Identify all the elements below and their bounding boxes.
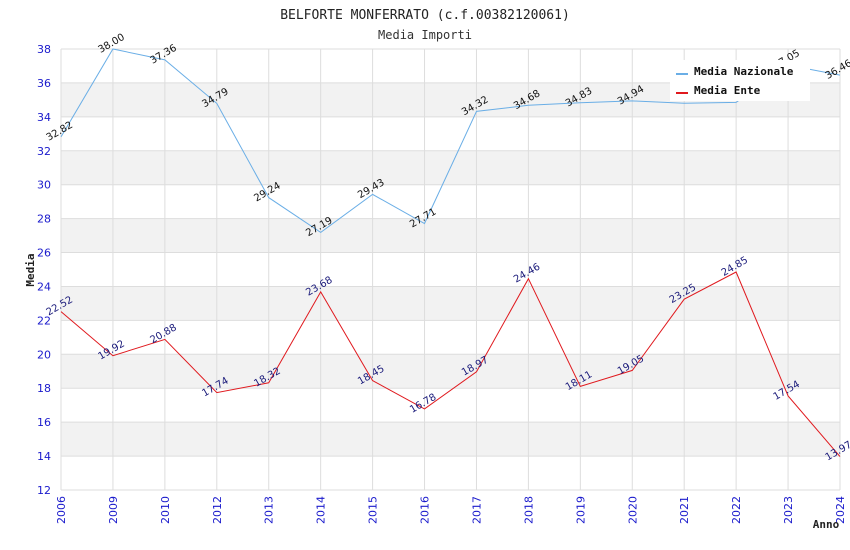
- x-axis-ticks: 2006 2009 2010 2012 2013 2014 2015 2016 2017 2018…: [55, 496, 847, 524]
- x-tick-label: 2010: [159, 496, 172, 524]
- y-tick-label: 32: [37, 145, 51, 158]
- x-tick-label: 2018: [522, 496, 535, 524]
- grid-band: [61, 456, 840, 490]
- y-tick-label: 38: [37, 43, 51, 56]
- grid-band: [61, 184, 840, 219]
- x-tick-label: 2006: [55, 496, 68, 524]
- y-tick-label: 14: [37, 450, 51, 463]
- y-tick-label: 26: [37, 247, 51, 260]
- x-tick-label: 2021: [678, 496, 691, 524]
- grid-band: [61, 252, 840, 287]
- y-tick-label: 28: [37, 213, 51, 226]
- x-tick-label: 2019: [574, 496, 587, 524]
- y-axis-label: Media: [24, 253, 37, 286]
- x-tick-label: 2024: [834, 496, 847, 524]
- x-tick-label: 2013: [263, 496, 276, 524]
- grid-band: [61, 388, 840, 423]
- legend-box: [670, 60, 810, 101]
- series-line-media-nazionale: [60, 48, 841, 234]
- x-tick-label: 2012: [211, 496, 224, 524]
- x-axis-label: Anno: [813, 518, 840, 531]
- legend-label: Media Ente: [694, 84, 761, 97]
- grid-band: [61, 354, 840, 389]
- y-tick-label: 34: [37, 111, 51, 124]
- x-tick-label: 2017: [470, 496, 483, 524]
- legend: Media Nazionale Media Ente: [670, 60, 810, 101]
- y-tick-label: 12: [37, 484, 51, 497]
- x-tick-label: 2015: [367, 496, 380, 524]
- x-tick-label: 2016: [419, 496, 432, 524]
- y-tick-label: 20: [37, 348, 51, 361]
- grid-band: [61, 286, 840, 321]
- y-axis-ticks: 12 14 16 18 20 22 24 26 28 30 32 34 36 38: [37, 43, 51, 497]
- grid-band: [61, 320, 840, 355]
- chart-title: BELFORTE MONFERRATO (c.f.00382120061): [280, 8, 570, 23]
- x-tick-label: 2022: [730, 496, 743, 524]
- x-tick-label: 2009: [107, 496, 120, 524]
- grid-band: [61, 116, 840, 151]
- chart-subtitle: Media Importi: [378, 28, 472, 42]
- y-tick-label: 36: [37, 77, 51, 90]
- series-line-media-ente: [60, 271, 841, 457]
- grid-band: [61, 218, 840, 253]
- y-tick-label: 18: [37, 382, 51, 395]
- x-tick-label: 2023: [782, 496, 795, 524]
- y-tick-label: 30: [37, 179, 51, 192]
- x-tick-label: 2020: [626, 496, 639, 524]
- y-tick-label: 16: [37, 416, 51, 429]
- legend-label: Media Nazionale: [694, 65, 794, 78]
- grid-lines: [60, 48, 841, 491]
- x-tick-label: 2014: [315, 496, 328, 524]
- y-tick-label: 24: [37, 280, 51, 293]
- y-tick-label: 22: [37, 314, 51, 327]
- grid-band: [61, 422, 840, 457]
